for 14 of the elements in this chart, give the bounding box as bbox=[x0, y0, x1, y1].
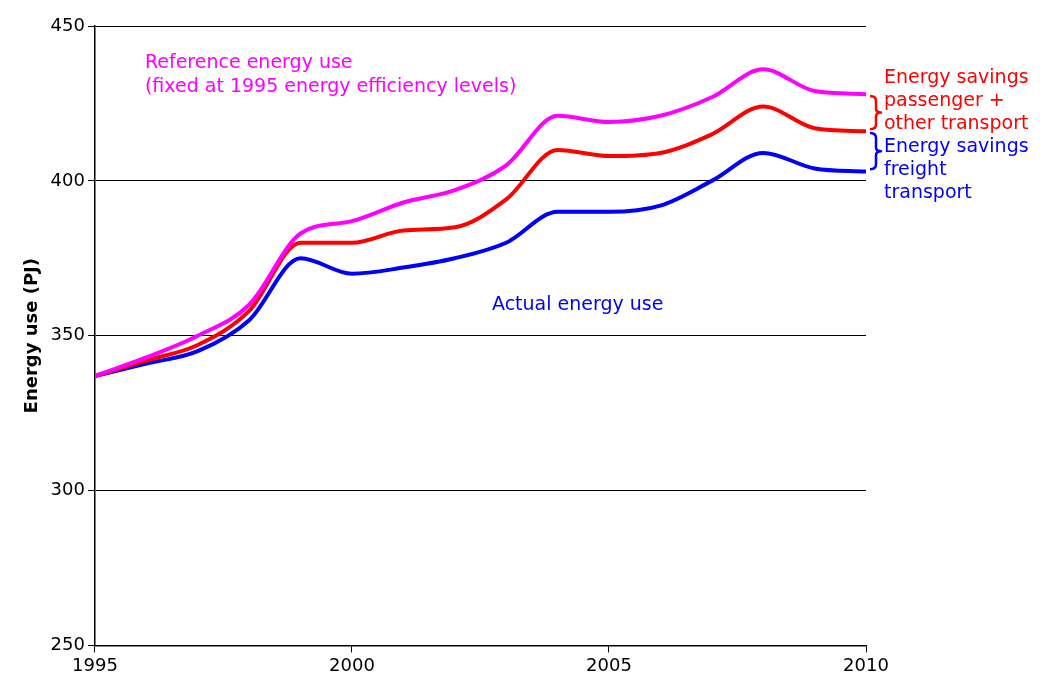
text: Energy savings passenger + other transport bbox=[884, 64, 1029, 133]
y-axis-title: Energy use (PJ) bbox=[20, 257, 42, 414]
text: Energy savings freight transport bbox=[884, 133, 1029, 202]
y-tick-label: 450 bbox=[50, 13, 85, 35]
x-tick-label: 2005 bbox=[586, 653, 632, 675]
x-tick-label: 2000 bbox=[329, 653, 375, 675]
text: Reference energy use (fixed at 1995 energy efficiency levels) bbox=[144, 50, 517, 97]
x-tick-label: 2010 bbox=[843, 653, 889, 675]
y-tick-label: 350 bbox=[50, 323, 85, 345]
y-tick-label: 400 bbox=[50, 168, 85, 190]
y-tick-label: 300 bbox=[50, 478, 85, 500]
text: Actual energy use bbox=[491, 292, 664, 315]
y-tick-label: 250 bbox=[50, 633, 85, 655]
x-tick-label: 1995 bbox=[72, 653, 118, 675]
